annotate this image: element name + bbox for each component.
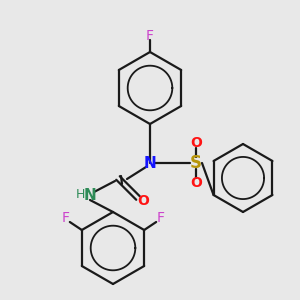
Text: N: N [84, 188, 96, 202]
Text: F: F [62, 211, 70, 225]
Text: O: O [137, 194, 149, 208]
Text: H: H [75, 188, 85, 202]
Text: N: N [144, 155, 156, 170]
Text: O: O [190, 176, 202, 190]
Text: F: F [146, 29, 154, 43]
Text: O: O [190, 136, 202, 150]
Text: S: S [190, 154, 202, 172]
Text: F: F [156, 211, 164, 225]
